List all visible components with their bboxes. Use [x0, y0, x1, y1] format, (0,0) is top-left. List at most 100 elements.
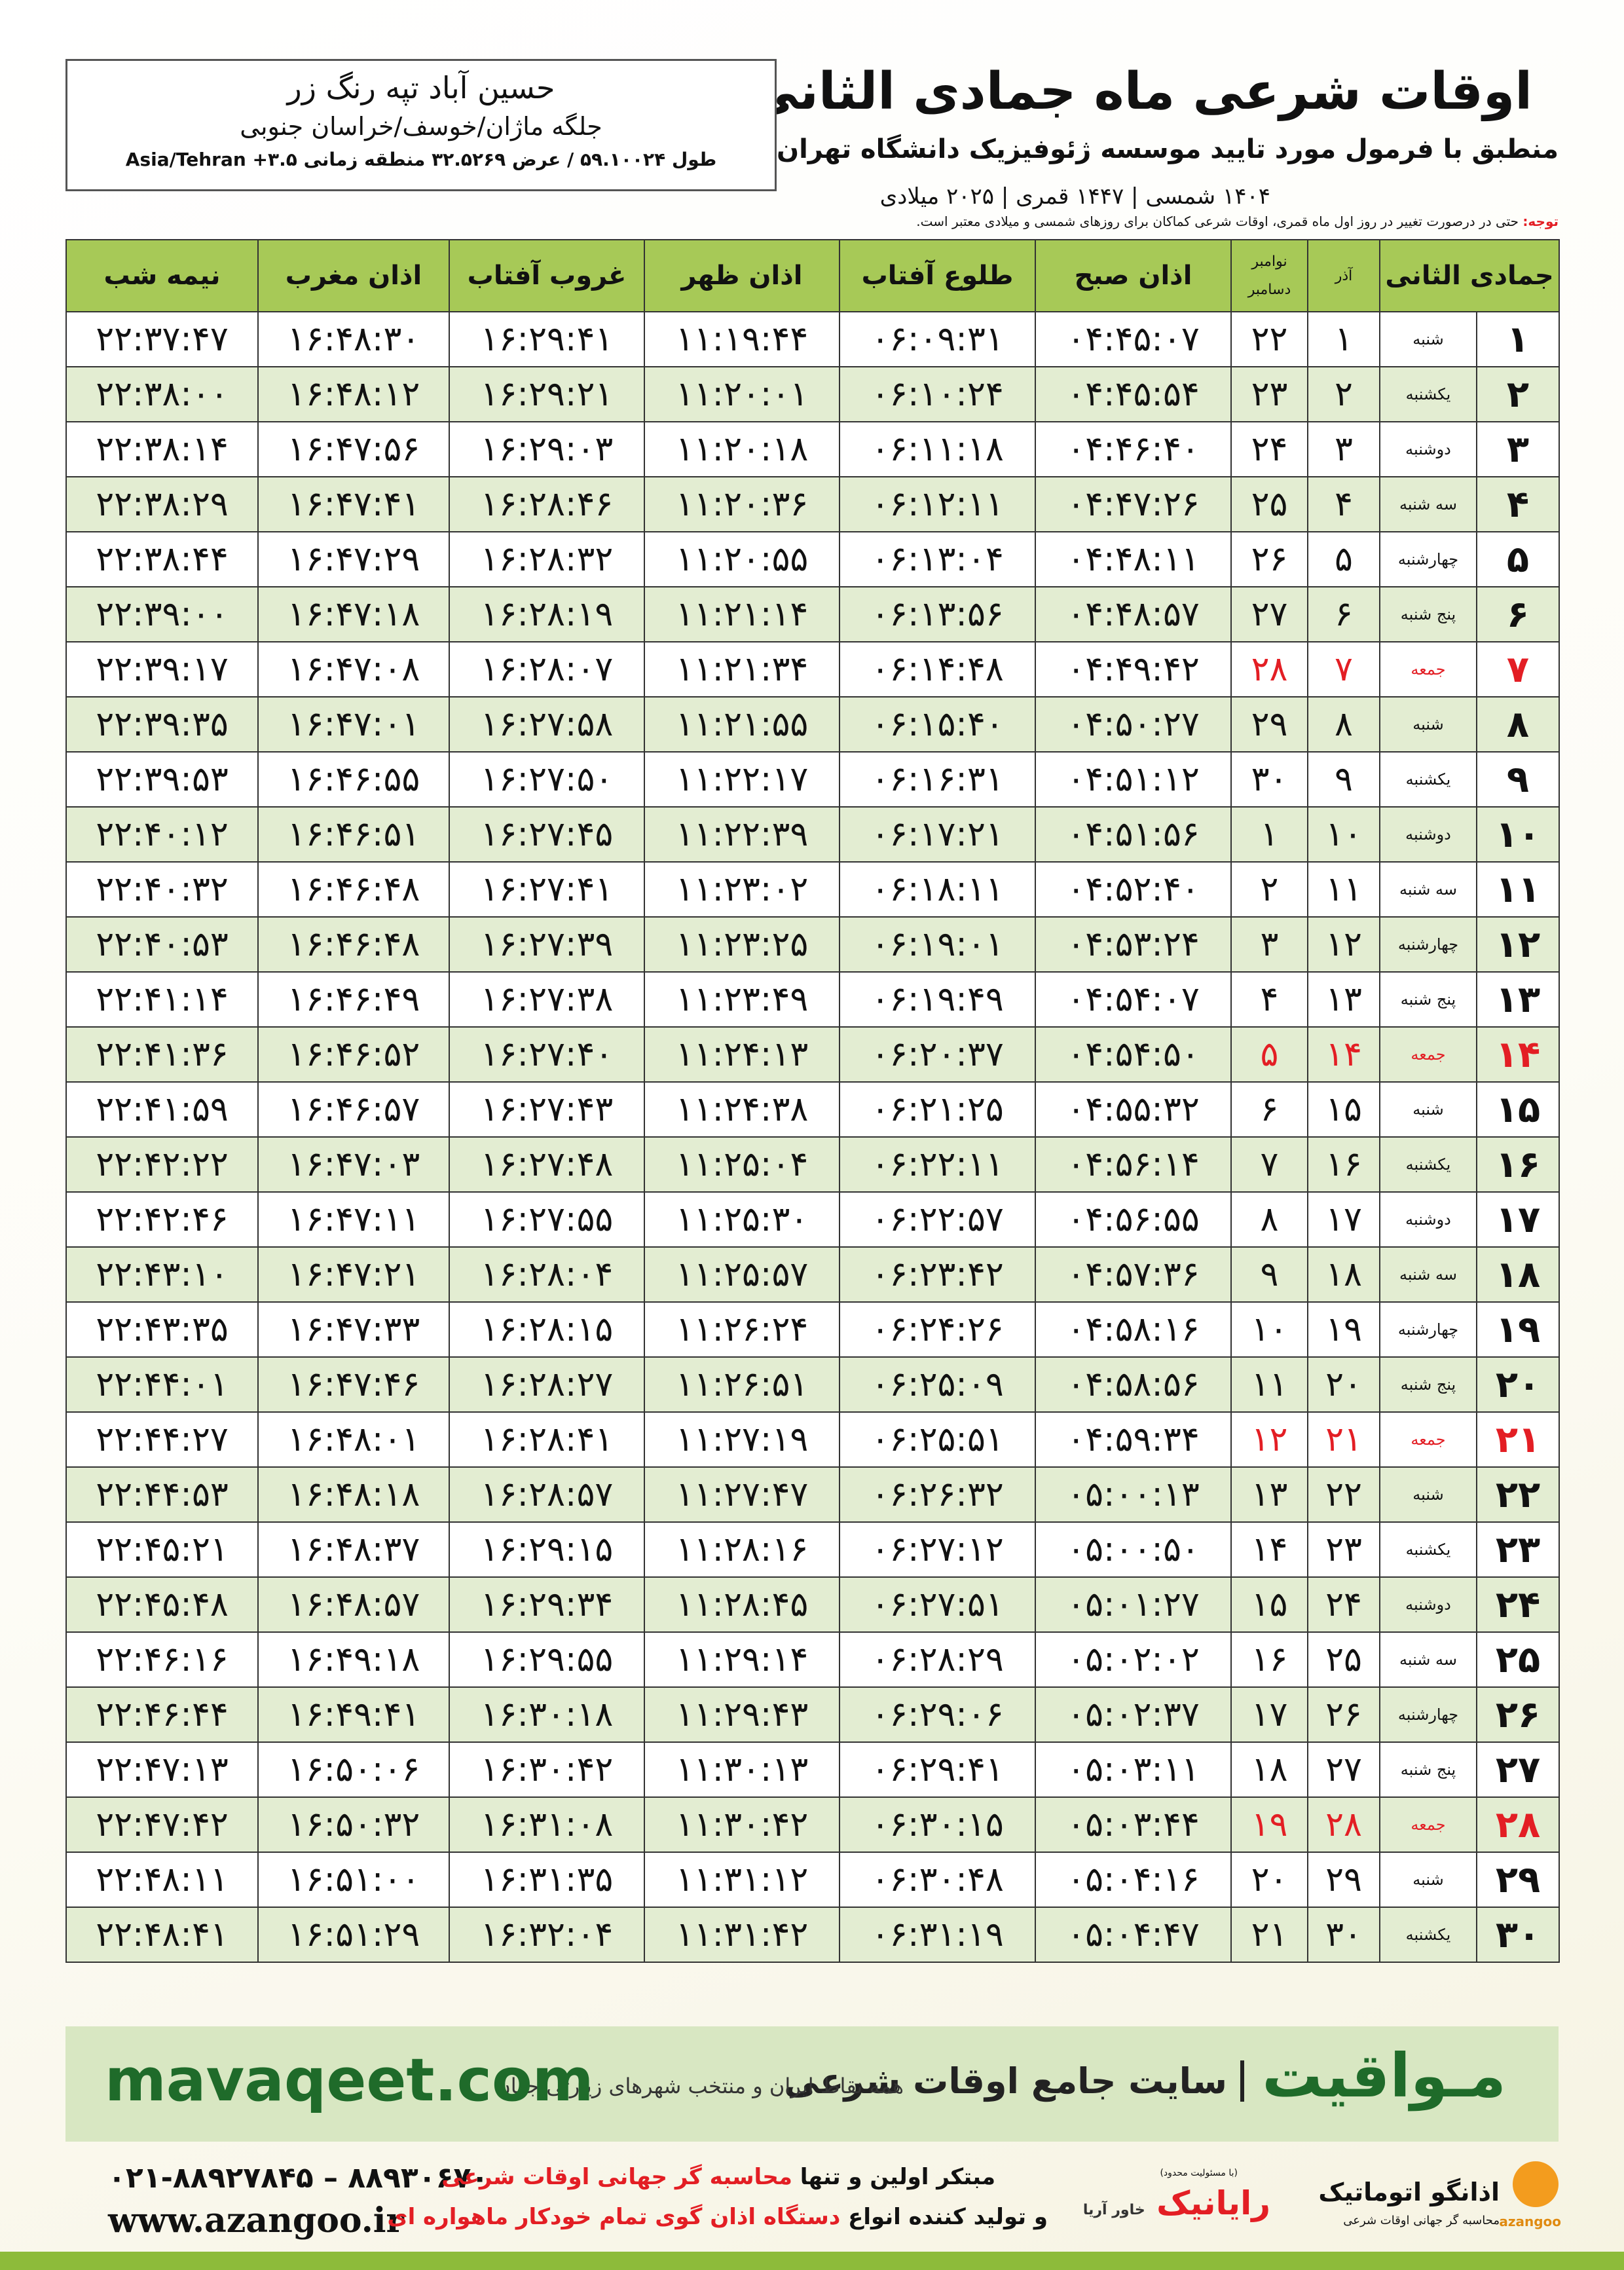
- table-cell: ۱۶:۴۸:۱۲: [257, 366, 450, 422]
- table-cell: ۲۲:۴۸:۱۱: [65, 1851, 259, 1908]
- table-cell: ۰۴:۵۱:۱۲: [1035, 751, 1232, 808]
- table-cell: جمعه: [1379, 1026, 1477, 1083]
- table-cell: ۱۶:۴۷:۵۶: [257, 421, 450, 477]
- table-cell: ۱۶:۳۰:۱۸: [449, 1686, 645, 1743]
- table-cell: یکشنبه: [1379, 1136, 1477, 1193]
- note-text: حتی در درصورت تغییر در روز اول ماه قمری،…: [916, 214, 1519, 229]
- table-row: ۲۴ دوشنبه ۲۴ ۱۵ ۰۵:۰۱:۲۷ ۰۶:۲۷:۵۱ ۱۱:۲۸:۴۵ ۱۶:۲…: [65, 1576, 1560, 1633]
- table-cell: ۲: [1476, 366, 1560, 422]
- table-cell: ۰۶:۱۴:۴۸: [839, 641, 1036, 698]
- table-cell: ۲۲:۳۹:۰۰: [65, 586, 259, 642]
- column-header: آذر: [1307, 239, 1380, 312]
- table-cell: ۰۶:۲۷:۱۲: [839, 1521, 1036, 1578]
- column-header: اذان ظهر: [644, 239, 840, 312]
- table-cell: جمعه: [1379, 641, 1477, 698]
- table-cell: ۱۱:۲۰:۳۶: [644, 476, 840, 532]
- table-cell: ۱۶:۴۷:۱۸: [257, 586, 450, 642]
- table-cell: ۱۱:۲۵:۳۰: [644, 1191, 840, 1248]
- table-cell: ۰۶:۲۲:۵۷: [839, 1191, 1036, 1248]
- logo: رایانیک خاور آریا: [1083, 2184, 1270, 2222]
- table-cell: ۲۲:۴۱:۳۶: [65, 1026, 259, 1083]
- table-cell: ۱۶:۲۹:۱۵: [449, 1521, 645, 1578]
- table-cell: ۰۴:۴۷:۲۶: [1035, 476, 1232, 532]
- table-cell: ۰۵:۰۳:۴۴: [1035, 1796, 1232, 1853]
- bottom-strip: [0, 2252, 1624, 2270]
- table-cell: ۱۶:۴۷:۴۶: [257, 1356, 450, 1413]
- table-cell: ۲۲:۳۷:۴۷: [65, 311, 259, 367]
- table-cell: ۰۶:۲۶:۳۲: [839, 1466, 1036, 1523]
- table-row: ۲۷ پنج شنبه ۲۷ ۱۸ ۰۵:۰۳:۱۱ ۰۶:۲۹:۴۱ ۱۱:۳۰:۱۳ ۱۶…: [65, 1741, 1560, 1798]
- table-cell: ۱۶:۴۷:۰۱: [257, 696, 450, 753]
- table-cell: ۲۲: [1476, 1466, 1560, 1523]
- table-cell: ۱۵: [1476, 1081, 1560, 1138]
- table-cell: ۱۲: [1307, 916, 1380, 973]
- table-cell: ۱۶:۲۸:۰۴: [449, 1246, 645, 1303]
- table-cell: ۱۵: [1307, 1081, 1380, 1138]
- title: اوقات شرعی ماه جمادی الثانی: [747, 62, 1532, 121]
- table-cell: ۰۶:۱۸:۱۱: [839, 861, 1036, 918]
- table-cell: ۱۹: [1307, 1301, 1380, 1358]
- location-coords: طول ۵۹.۱۰۰۲۴ / عرض ۳۲.۵۲۶۹ منطقه زمانی ۳…: [125, 149, 717, 170]
- table-cell: یکشنبه: [1379, 1521, 1477, 1578]
- table-cell: ۱۱:۲۲:۳۹: [644, 806, 840, 863]
- table-row: ۲۹ شنبه ۲۹ ۲۰ ۰۵:۰۴:۱۶ ۰۶:۳۰:۴۸ ۱۱:۳۱:۱۲ ۱۶:۳۱:…: [65, 1851, 1560, 1908]
- table-cell: ۷: [1307, 641, 1380, 698]
- table-cell: پنج شنبه: [1379, 971, 1477, 1028]
- table-cell: ۱۶:۴۶:۴۸: [257, 916, 450, 973]
- table-cell: ۰۴:۵۴:۰۷: [1035, 971, 1232, 1028]
- table-cell: ۰۶:۲۰:۳۷: [839, 1026, 1036, 1083]
- table-cell: ۰۴:۴۸:۱۱: [1035, 531, 1232, 587]
- table-cell: ۱۱:۲۴:۱۳: [644, 1026, 840, 1083]
- table-cell: ۱۶:۴۸:۳۷: [257, 1521, 450, 1578]
- table-cell: ۱۶:۴۷:۱۱: [257, 1191, 450, 1248]
- table-cell: ۰۶:۱۳:۰۴: [839, 531, 1036, 587]
- table-cell: ۰۶:۲۲:۱۱: [839, 1136, 1036, 1193]
- text: و تولید کننده انواع: [848, 2204, 1048, 2230]
- table-cell: ۱۱: [1476, 861, 1560, 918]
- table-cell: ۱۱:۲۵:۰۴: [644, 1136, 840, 1193]
- table-cell: ۰۶:۲۷:۵۱: [839, 1576, 1036, 1633]
- table-cell: ۰۶:۱۹:۴۹: [839, 971, 1036, 1028]
- location-name: حسین آباد تپه رنگ زر: [287, 70, 555, 105]
- table-cell: ۱۱:۲۶:۲۴: [644, 1301, 840, 1358]
- table-cell: ۲۷: [1476, 1741, 1560, 1798]
- table-cell: ۱۶:۲۸:۴۶: [449, 476, 645, 532]
- table-cell: ۰۶:۲۵:۵۱: [839, 1411, 1036, 1468]
- table-cell: ۰۵:۰۴:۴۷: [1035, 1907, 1232, 1963]
- table-cell: ۲۲:۳۹:۵۳: [65, 751, 259, 808]
- table-cell: ۱۶:۲۷:۴۰: [449, 1026, 645, 1083]
- table-row: ۲ یکشنبه ۲ ۲۳ ۰۴:۴۵:۵۴ ۰۶:۱۰:۲۴ ۱۱:۲۰:۰۱ ۱۶:۲۹:…: [65, 366, 1560, 422]
- column-header: غروب آفتاب: [449, 239, 645, 312]
- table-cell: ۰۶:۲۱:۲۵: [839, 1081, 1036, 1138]
- table-cell: ۹: [1230, 1246, 1308, 1303]
- table-cell: ۵: [1307, 531, 1380, 587]
- table-cell: ۰۶:۱۵:۴۰: [839, 696, 1036, 753]
- table-row: ۲۲ شنبه ۲۲ ۱۳ ۰۵:۰۰:۱۳ ۰۶:۲۶:۳۲ ۱۱:۲۷:۴۷ ۱۶:۲۸:…: [65, 1466, 1560, 1523]
- table-cell: ۰۴:۴۹:۴۲: [1035, 641, 1232, 698]
- table-cell: ۱۱:۲۰:۵۵: [644, 531, 840, 587]
- table-cell: ۰۴:۵۹:۳۴: [1035, 1411, 1232, 1468]
- table-cell: چهارشنبه: [1379, 531, 1477, 587]
- table-cell: یکشنبه: [1379, 751, 1477, 808]
- table-cell: ۲۲:۴۰:۳۲: [65, 861, 259, 918]
- text: مبتکر اولین و تنها: [800, 2164, 995, 2190]
- table-cell: ۲۲:۴۰:۱۲: [65, 806, 259, 863]
- table-cell: ۲۲:۴۷:۱۳: [65, 1741, 259, 1798]
- table-cell: ۶: [1307, 586, 1380, 642]
- table-row: ۲۰ پنج شنبه ۲۰ ۱۱ ۰۴:۵۸:۵۶ ۰۶:۲۵:۰۹ ۱۱:۲۶:۵۱ ۱۶…: [65, 1356, 1560, 1413]
- table-row: ۱۷ دوشنبه ۱۷ ۸ ۰۴:۵۶:۵۵ ۰۶:۲۲:۵۷ ۱۱:۲۵:۳۰ ۱۶:۲۷…: [65, 1191, 1560, 1248]
- table-cell: ۱۶: [1307, 1136, 1380, 1193]
- table-cell: ۲۸: [1476, 1796, 1560, 1853]
- table-cell: ۱۶:۲۹:۲۱: [449, 366, 645, 422]
- header-row: جمادی الثانی آذر نوامبر دسامبر اذان صبح ط…: [65, 239, 1560, 312]
- table-cell: ۱۶:۲۷:۴۱: [449, 861, 645, 918]
- table-row: ۲۶ چهارشنبه ۲۶ ۱۷ ۰۵:۰۲:۳۷ ۰۶:۲۹:۰۶ ۱۱:۲۹:۴۳ ۱۶…: [65, 1686, 1560, 1743]
- table-cell: شنبه: [1379, 696, 1477, 753]
- banner: مـواقیت سایت جامع اوقات شرعی همه نقاط ای…: [65, 2026, 1559, 2142]
- table-cell: سه شنبه: [1379, 1631, 1477, 1688]
- text: دستگاه اذان گوی تمام خودکار ماهواره ای: [387, 2204, 841, 2230]
- table-cell: ۲۳: [1307, 1521, 1380, 1578]
- table-cell: شنبه: [1379, 1081, 1477, 1138]
- table-row: ۱۴ جمعه ۱۴ ۵ ۰۴:۵۴:۵۰ ۰۶:۲۰:۳۷ ۱۱:۲۴:۱۳ ۱۶:۲۷:۴…: [65, 1026, 1560, 1083]
